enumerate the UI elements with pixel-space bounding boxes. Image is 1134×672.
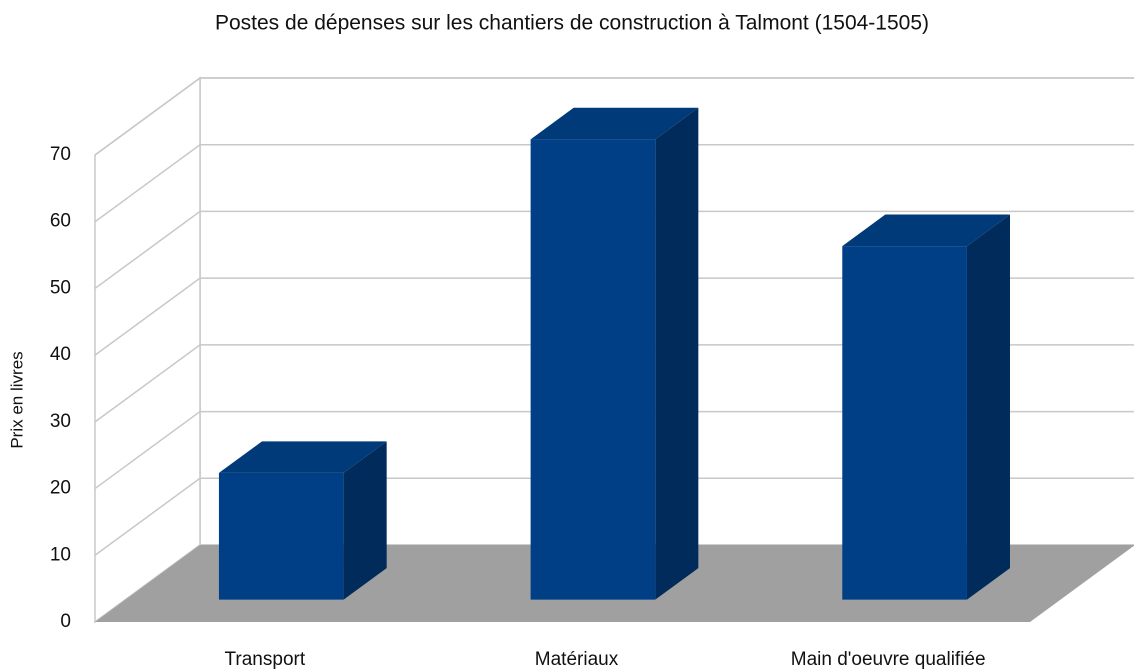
- grid-line: [94, 344, 1134, 423]
- bar: [530, 139, 656, 600]
- grid-line: [94, 277, 1134, 356]
- y-tick-label: 30: [50, 411, 71, 432]
- bar-side: [966, 214, 1010, 600]
- y-tick-label: 10: [50, 544, 71, 565]
- y-tick-label: 50: [50, 277, 71, 298]
- bar-top: [530, 107, 699, 140]
- grid-line: [94, 77, 1134, 156]
- grid-line: [94, 210, 1134, 290]
- y-tick-label: 20: [50, 478, 71, 499]
- bar: [842, 246, 967, 600]
- side-wall: [94, 76, 201, 624]
- bar-top: [218, 441, 387, 473]
- chart-title: Postes de dépenses sur les chantiers de …: [215, 12, 929, 35]
- bar-side: [343, 441, 387, 600]
- grid-line: [94, 477, 1134, 556]
- y-tick-label: 60: [50, 211, 71, 232]
- x-tick-label: Transport: [225, 649, 306, 670]
- bar: [218, 472, 344, 600]
- y-tick-label: 0: [60, 611, 71, 632]
- bar-top: [842, 214, 1010, 247]
- bar-side: [655, 107, 699, 600]
- y-tick-label: 40: [50, 344, 71, 365]
- x-tick-label: Matériaux: [535, 649, 619, 670]
- grid-line: [94, 143, 1134, 223]
- y-tick-label: 70: [50, 144, 71, 165]
- x-tick-label: Main d'oeuvre qualifiée: [791, 649, 986, 670]
- y-axis-label: Prix en livres: [7, 351, 26, 448]
- grid-line: [94, 410, 1134, 490]
